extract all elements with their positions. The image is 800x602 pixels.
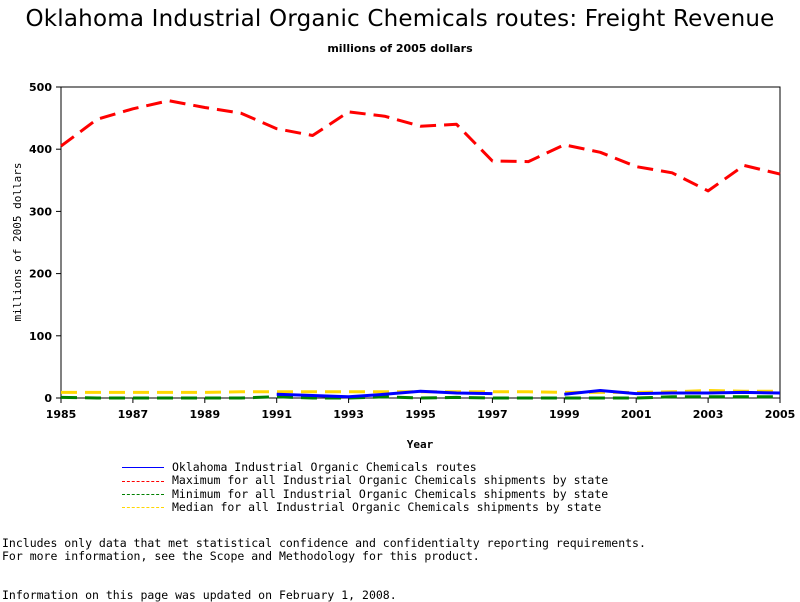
y-tick-label: 100 xyxy=(29,330,52,343)
y-axis: 0 100 200 300 400 500 xyxy=(29,81,61,405)
legend-swatch xyxy=(122,480,164,482)
chart-subtitle: millions of 2005 dollars xyxy=(327,42,473,55)
y-tick-label: 400 xyxy=(29,143,52,156)
confidence-note: Includes only data that met statistical … xyxy=(2,536,646,550)
y-axis-label: millions of 2005 dollars xyxy=(11,163,24,322)
x-tick-label: 1993 xyxy=(333,408,364,421)
legend-item: Median for all Industrial Organic Chemic… xyxy=(122,500,608,515)
legend-label: Maximum for all Industrial Organic Chemi… xyxy=(172,473,609,488)
x-tick-label: 1985 xyxy=(46,408,77,421)
plot-frame xyxy=(60,86,781,399)
legend-label: Oklahoma Industrial Organic Chemicals ro… xyxy=(172,460,477,474)
x-tick-label: 1989 xyxy=(189,408,220,421)
x-tick-label: 1999 xyxy=(549,408,580,421)
series-layer xyxy=(60,99,781,400)
legend-label: Minimum for all Industrial Organic Chemi… xyxy=(172,486,609,501)
chart-plot: 1985 1987 1989 1991 1993 1995 1997 1999 2001 2003… xyxy=(11,81,796,451)
legend: Oklahoma Industrial Organic Chemicals ro… xyxy=(122,460,609,515)
x-tick-label: 2001 xyxy=(621,408,652,421)
y-tick-label: 0 xyxy=(44,392,52,405)
chart-title: Oklahoma Industrial Organic Chemicals ro… xyxy=(25,6,775,32)
y-tick-label: 500 xyxy=(29,81,52,94)
x-tick-label: 2003 xyxy=(693,408,724,421)
legend-swatch xyxy=(122,467,164,469)
legend-swatch xyxy=(122,507,164,509)
legend-swatch xyxy=(122,494,164,496)
legend-item: Maximum for all Industrial Organic Chemi… xyxy=(122,473,609,488)
legend-item: Oklahoma Industrial Organic Chemicals ro… xyxy=(122,460,608,474)
x-axis: 1985 1987 1989 1991 1993 1995 1997 1999 2001 2003… xyxy=(46,398,796,421)
updated-note: Information on this page was updated on … xyxy=(2,588,397,602)
y-tick-label: 300 xyxy=(29,205,52,218)
legend-item: Minimum for all Industrial Organic Chemi… xyxy=(122,486,609,501)
methodology-note: For more information, see the Scope and … xyxy=(2,549,480,563)
x-tick-label: 2005 xyxy=(765,408,796,421)
series-line-0 xyxy=(276,389,781,399)
x-tick-label: 1987 xyxy=(118,408,149,421)
x-tick-label: 1995 xyxy=(405,408,436,421)
legend-label: Median for all Industrial Organic Chemic… xyxy=(172,500,602,515)
x-tick-label: 1997 xyxy=(477,408,508,421)
x-axis-label: Year xyxy=(407,438,434,451)
x-tick-label: 1991 xyxy=(261,408,292,421)
series-line-1 xyxy=(60,99,781,193)
y-tick-label: 200 xyxy=(29,268,52,281)
